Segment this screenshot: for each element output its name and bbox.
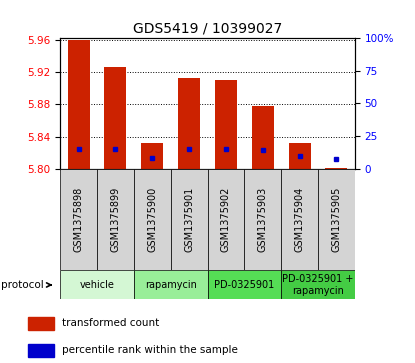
Bar — [28, 344, 54, 357]
Bar — [134, 270, 208, 299]
Bar — [60, 169, 97, 270]
Text: GSM1375900: GSM1375900 — [147, 187, 157, 252]
Bar — [28, 317, 54, 330]
Bar — [318, 169, 355, 270]
Text: GSM1375902: GSM1375902 — [221, 187, 231, 252]
Text: protocol: protocol — [1, 280, 51, 290]
Bar — [97, 169, 134, 270]
Text: transformed count: transformed count — [62, 318, 159, 328]
Text: GSM1375899: GSM1375899 — [110, 187, 120, 252]
Bar — [68, 40, 90, 169]
Bar — [208, 270, 281, 299]
Text: vehicle: vehicle — [80, 280, 115, 290]
Text: GSM1375905: GSM1375905 — [332, 187, 342, 252]
Bar — [244, 169, 281, 270]
Bar — [60, 270, 134, 299]
Bar — [178, 78, 200, 169]
Text: PD-0325901 +
rapamycin: PD-0325901 + rapamycin — [282, 274, 354, 296]
Bar — [325, 168, 347, 169]
Bar — [134, 169, 171, 270]
Bar — [251, 106, 274, 169]
Text: rapamycin: rapamycin — [145, 280, 197, 290]
Bar — [281, 169, 318, 270]
Text: percentile rank within the sample: percentile rank within the sample — [62, 345, 238, 355]
Text: GSM1375898: GSM1375898 — [73, 187, 83, 252]
Bar — [208, 169, 244, 270]
Text: GSM1375901: GSM1375901 — [184, 187, 194, 252]
Bar — [141, 143, 163, 169]
Title: GDS5419 / 10399027: GDS5419 / 10399027 — [133, 21, 282, 36]
Text: GSM1375904: GSM1375904 — [295, 187, 305, 252]
Bar — [215, 80, 237, 169]
Text: GSM1375903: GSM1375903 — [258, 187, 268, 252]
Bar — [105, 68, 127, 169]
Bar — [171, 169, 208, 270]
Bar — [281, 270, 355, 299]
Bar — [288, 143, 310, 169]
Text: PD-0325901: PD-0325901 — [214, 280, 274, 290]
